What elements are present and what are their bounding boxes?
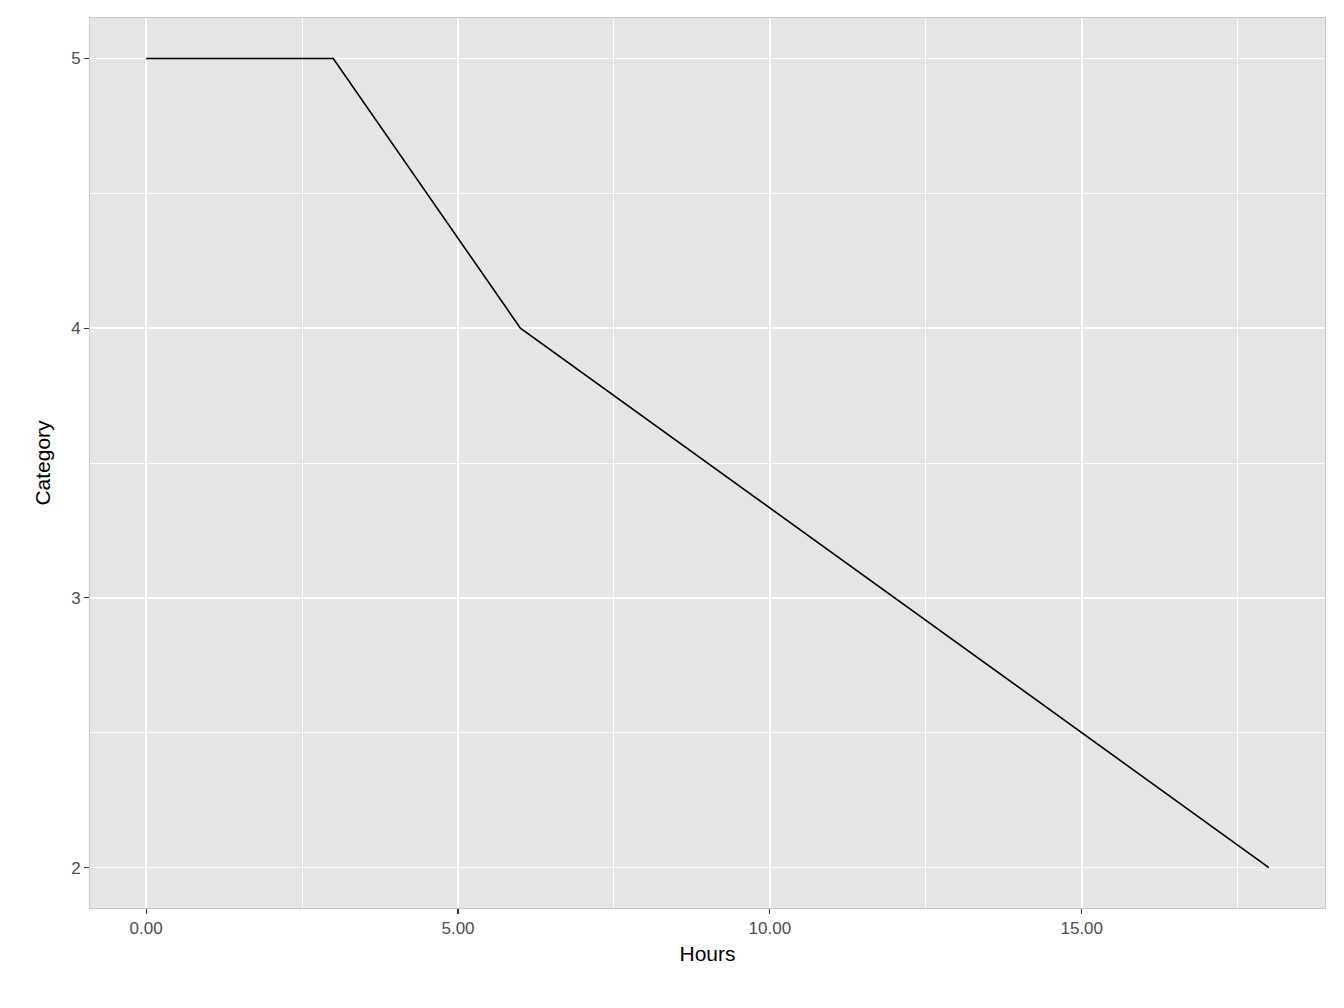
- svg-text:Hours: Hours: [679, 942, 735, 965]
- svg-text:5.00: 5.00: [441, 919, 474, 938]
- svg-text:2: 2: [71, 859, 80, 878]
- svg-text:10.00: 10.00: [749, 919, 792, 938]
- svg-text:5: 5: [71, 49, 80, 68]
- svg-text:3: 3: [71, 589, 80, 608]
- svg-text:4: 4: [71, 319, 80, 338]
- svg-text:0.00: 0.00: [130, 919, 163, 938]
- svg-text:Category: Category: [31, 420, 54, 506]
- svg-text:15.00: 15.00: [1060, 919, 1103, 938]
